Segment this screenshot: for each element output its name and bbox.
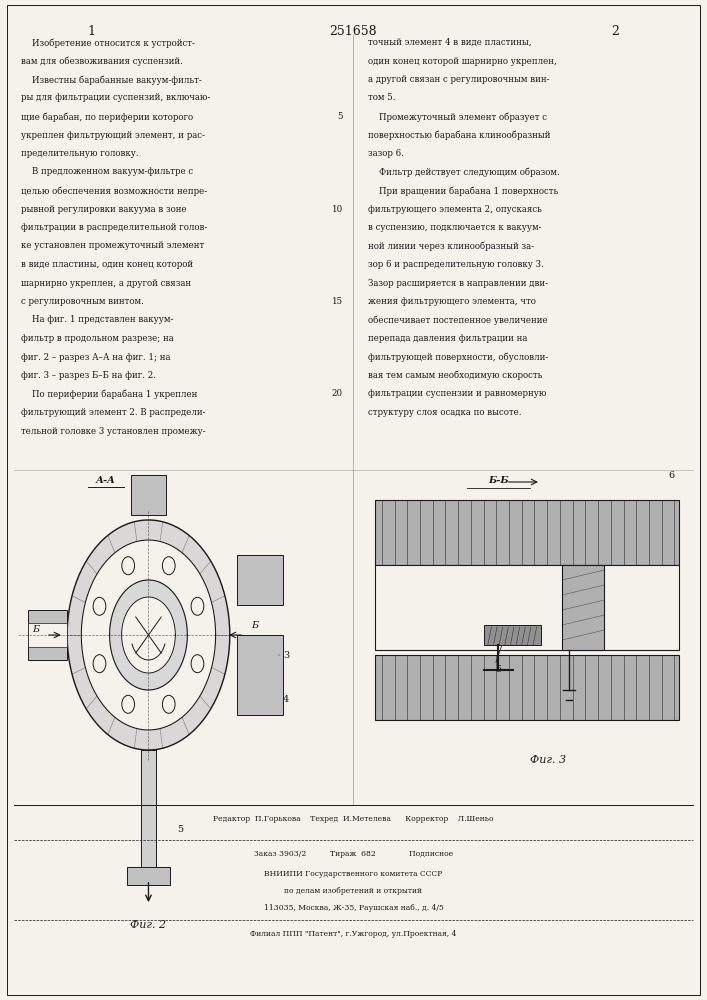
Text: В предложенном вакуум-фильтре с: В предложенном вакуум-фильтре с	[21, 167, 193, 176]
Text: 20: 20	[332, 389, 343, 398]
Text: Фильтр действует следующим образом.: Фильтр действует следующим образом.	[368, 167, 559, 177]
Text: тельной головке 3 установлен промежу-: тельной головке 3 установлен промежу-	[21, 426, 206, 436]
Text: точный элемент 4 в виде пластины,: точный элемент 4 в виде пластины,	[368, 38, 531, 47]
Text: том 5.: том 5.	[368, 94, 395, 103]
Text: 5: 5	[337, 112, 343, 121]
Circle shape	[191, 597, 204, 615]
Text: Б-Б: Б-Б	[488, 476, 509, 485]
Polygon shape	[122, 597, 175, 673]
Text: фиг. 2 – разрез А–А на фиг. 1; на: фиг. 2 – разрез А–А на фиг. 1; на	[21, 353, 170, 361]
Text: Зазор расширяется в направлении дви-: Зазор расширяется в направлении дви-	[368, 278, 548, 288]
Text: Филиал ППП "Патент", г.Ужгород, ул.Проектная, 4: Филиал ППП "Патент", г.Ужгород, ул.Проек…	[250, 930, 457, 938]
Circle shape	[93, 597, 106, 615]
Text: Фиг. 3: Фиг. 3	[530, 755, 566, 765]
Text: Промежуточный элемент образует с: Промежуточный элемент образует с	[368, 112, 547, 121]
Bar	[375, 565, 679, 650]
Text: 5: 5	[496, 666, 501, 675]
Text: целью обеспечения возможности непре-: целью обеспечения возможности непре-	[21, 186, 207, 196]
Text: 5: 5	[177, 826, 183, 834]
Bar	[484, 625, 541, 645]
Text: ной линии через клинообразный за-: ной линии через клинообразный за-	[368, 241, 534, 251]
Text: жения фильтрующего элемента, что: жения фильтрующего элемента, что	[368, 297, 535, 306]
Text: шарнирно укреплен, а другой связан: шарнирно укреплен, а другой связан	[21, 278, 192, 288]
Circle shape	[122, 695, 134, 713]
Bar	[375, 500, 679, 565]
Bar	[375, 655, 679, 720]
Text: 1: 1	[88, 25, 96, 38]
Circle shape	[122, 557, 134, 575]
Text: На фиг. 1 представлен вакуум-: На фиг. 1 представлен вакуум-	[21, 316, 174, 324]
Text: 113035, Москва, Ж-35, Раушская наб., д. 4/5: 113035, Москва, Ж-35, Раушская наб., д. …	[264, 904, 443, 912]
Text: в суспензию, подключается к вакуум-: в суспензию, подключается к вакуум-	[368, 223, 541, 232]
Text: рывной регулировки вакуума в зоне: рывной регулировки вакуума в зоне	[21, 205, 187, 214]
Text: зазор 6.: зазор 6.	[368, 149, 404, 158]
Polygon shape	[110, 580, 187, 690]
Bar	[28, 610, 67, 660]
Text: пределительную головку.: пределительную головку.	[21, 149, 139, 158]
Text: 10: 10	[332, 205, 343, 214]
Text: фиг. 3 – разрез Б–Б на фиг. 2.: фиг. 3 – разрез Б–Б на фиг. 2.	[21, 371, 156, 380]
Text: По периферии барабана 1 укреплен: По периферии барабана 1 укреплен	[21, 389, 197, 399]
Text: перепада давления фильтрации на: перепада давления фильтрации на	[368, 334, 527, 343]
Text: 251658: 251658	[329, 25, 378, 38]
Text: 4: 4	[283, 696, 289, 704]
Circle shape	[93, 655, 106, 673]
Text: поверхностью барабана клинообразный: поверхностью барабана клинообразный	[368, 131, 550, 140]
Bar	[237, 635, 283, 715]
Text: Б: Б	[251, 620, 258, 630]
Text: ВНИИПИ Государственного комитета СССР: ВНИИПИ Государственного комитета СССР	[264, 870, 443, 878]
Text: фильтрующий элемент 2. В распредели-: фильтрующий элемент 2. В распредели-	[21, 408, 206, 417]
Text: фильтрации в распределительной голов-: фильтрации в распределительной голов-	[21, 223, 207, 232]
Text: 3: 3	[283, 650, 289, 660]
Text: Фиг. 2: Фиг. 2	[130, 920, 167, 930]
Circle shape	[163, 557, 175, 575]
Text: по делам изобретений и открытий: по делам изобретений и открытий	[284, 887, 423, 895]
Text: структуру слоя осадка по высоте.: структуру слоя осадка по высоте.	[368, 408, 521, 417]
Text: зор 6 и распределительную головку 3.: зор 6 и распределительную головку 3.	[368, 260, 544, 269]
Text: ры для фильтрации суспензий, включаю-: ры для фильтрации суспензий, включаю-	[21, 94, 211, 103]
Text: а другой связан с регулировочным вин-: а другой связан с регулировочным вин-	[368, 75, 549, 84]
Text: 15: 15	[332, 297, 343, 306]
Polygon shape	[67, 520, 230, 750]
Circle shape	[163, 695, 175, 713]
Text: А-А: А-А	[96, 476, 116, 485]
Bar	[127, 867, 170, 885]
Circle shape	[191, 655, 204, 673]
Text: При вращении барабана 1 поверхность: При вращении барабана 1 поверхность	[368, 186, 558, 196]
Text: в виде пластины, один конец которой: в виде пластины, один конец которой	[21, 260, 193, 269]
Bar	[28, 623, 67, 647]
Text: фильтр в продольном разрезе; на: фильтр в продольном разрезе; на	[21, 334, 174, 343]
Text: укреплен фильтрующий элемент, и рас-: укреплен фильтрующий элемент, и рас-	[21, 131, 205, 140]
Text: 2: 2	[611, 25, 619, 38]
Bar	[141, 750, 156, 870]
Bar	[131, 475, 166, 515]
Text: щие барабан, по периферии которого: щие барабан, по периферии которого	[21, 112, 193, 121]
Bar	[237, 555, 283, 605]
Text: 6: 6	[669, 471, 674, 480]
Text: 4: 4	[580, 636, 586, 645]
Text: один конец которой шарнирно укреплен,: один конец которой шарнирно укреплен,	[368, 56, 556, 66]
Text: Известны барабанные вакуум-фильт-: Известны барабанные вакуум-фильт-	[21, 75, 202, 85]
Text: фильтрующей поверхности, обусловли-: фильтрующей поверхности, обусловли-	[368, 353, 548, 362]
Text: вам для обезвоживания суспензий.: вам для обезвоживания суспензий.	[21, 56, 183, 66]
Text: Редактор  П.Горькова    Техред  И.Метелева      Корректор    Л.Шеньо: Редактор П.Горькова Техред И.Метелева Ко…	[214, 815, 493, 823]
Text: фильтрующего элемента 2, опускаясь: фильтрующего элемента 2, опускаясь	[368, 205, 542, 214]
Text: вая тем самым необходимую скорость: вая тем самым необходимую скорость	[368, 371, 542, 380]
Text: ке установлен промежуточный элемент: ке установлен промежуточный элемент	[21, 241, 204, 250]
Text: обеспечивает постепенное увеличение: обеспечивает постепенное увеличение	[368, 316, 547, 325]
Bar	[562, 565, 604, 650]
Text: Б: Б	[32, 626, 39, 635]
Text: с регулировочным винтом.: с регулировочным винтом.	[21, 297, 144, 306]
Text: Изобретение относится к устройст-: Изобретение относится к устройст-	[21, 38, 195, 47]
Text: фильтрации суспензии и равномерную: фильтрации суспензии и равномерную	[368, 389, 546, 398]
Text: Заказ 3903/2          Тираж  682              Подписное: Заказ 3903/2 Тираж 682 Подписное	[254, 850, 453, 858]
Polygon shape	[81, 540, 216, 730]
